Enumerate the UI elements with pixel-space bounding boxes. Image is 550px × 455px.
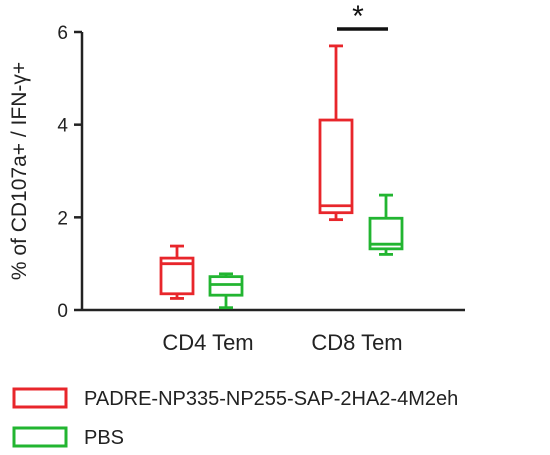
box-padre-cd8 xyxy=(318,44,354,222)
box-rect xyxy=(159,256,195,296)
boxes xyxy=(159,44,404,310)
box-rect xyxy=(318,118,354,215)
significance-star: * xyxy=(352,0,364,33)
significance-annotation: * xyxy=(337,0,388,33)
legend-swatch xyxy=(12,387,68,409)
y-tick-label: 2 xyxy=(57,208,68,229)
y-axis-label: % of CD107a+ / IFN-γ+ xyxy=(8,62,31,280)
y-tick-label: 6 xyxy=(57,23,68,44)
box-pbs-cd8 xyxy=(368,193,404,256)
legend-label: PBS xyxy=(84,427,124,449)
box-rect xyxy=(368,216,404,251)
legend-swatch xyxy=(12,426,68,448)
legend-label: PADRE-NP335-NP255-SAP-2HA2-4M2eh xyxy=(84,388,458,410)
x-category-labels: CD4 Tem CD8 Tem xyxy=(162,330,402,355)
y-ticks: 0 2 4 6 xyxy=(57,23,82,322)
legend: PADRE-NP335-NP255-SAP-2HA2-4M2eh PBS xyxy=(12,387,458,449)
y-tick-label: 0 xyxy=(57,301,68,322)
axes: 0 2 4 6 % of CD107a+ / IFN-γ+ CD4 Tem CD8 Te… xyxy=(8,23,465,355)
box-padre-cd4 xyxy=(159,244,195,300)
x-category-label: CD8 Tem xyxy=(311,330,402,355)
x-category-label: CD4 Tem xyxy=(162,330,253,355)
box-pbs-cd4 xyxy=(208,272,244,310)
y-tick-label: 4 xyxy=(57,116,68,137)
